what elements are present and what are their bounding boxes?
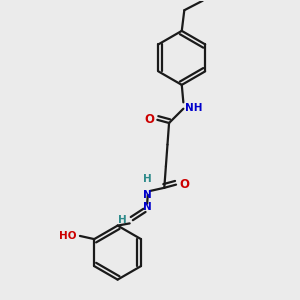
Text: N: N bbox=[143, 190, 152, 200]
Text: NH: NH bbox=[184, 103, 202, 113]
Text: H: H bbox=[143, 174, 152, 184]
Text: HO: HO bbox=[58, 231, 76, 241]
Text: H: H bbox=[118, 215, 127, 225]
Text: N: N bbox=[143, 202, 152, 212]
Text: O: O bbox=[144, 113, 154, 126]
Text: O: O bbox=[179, 178, 189, 191]
